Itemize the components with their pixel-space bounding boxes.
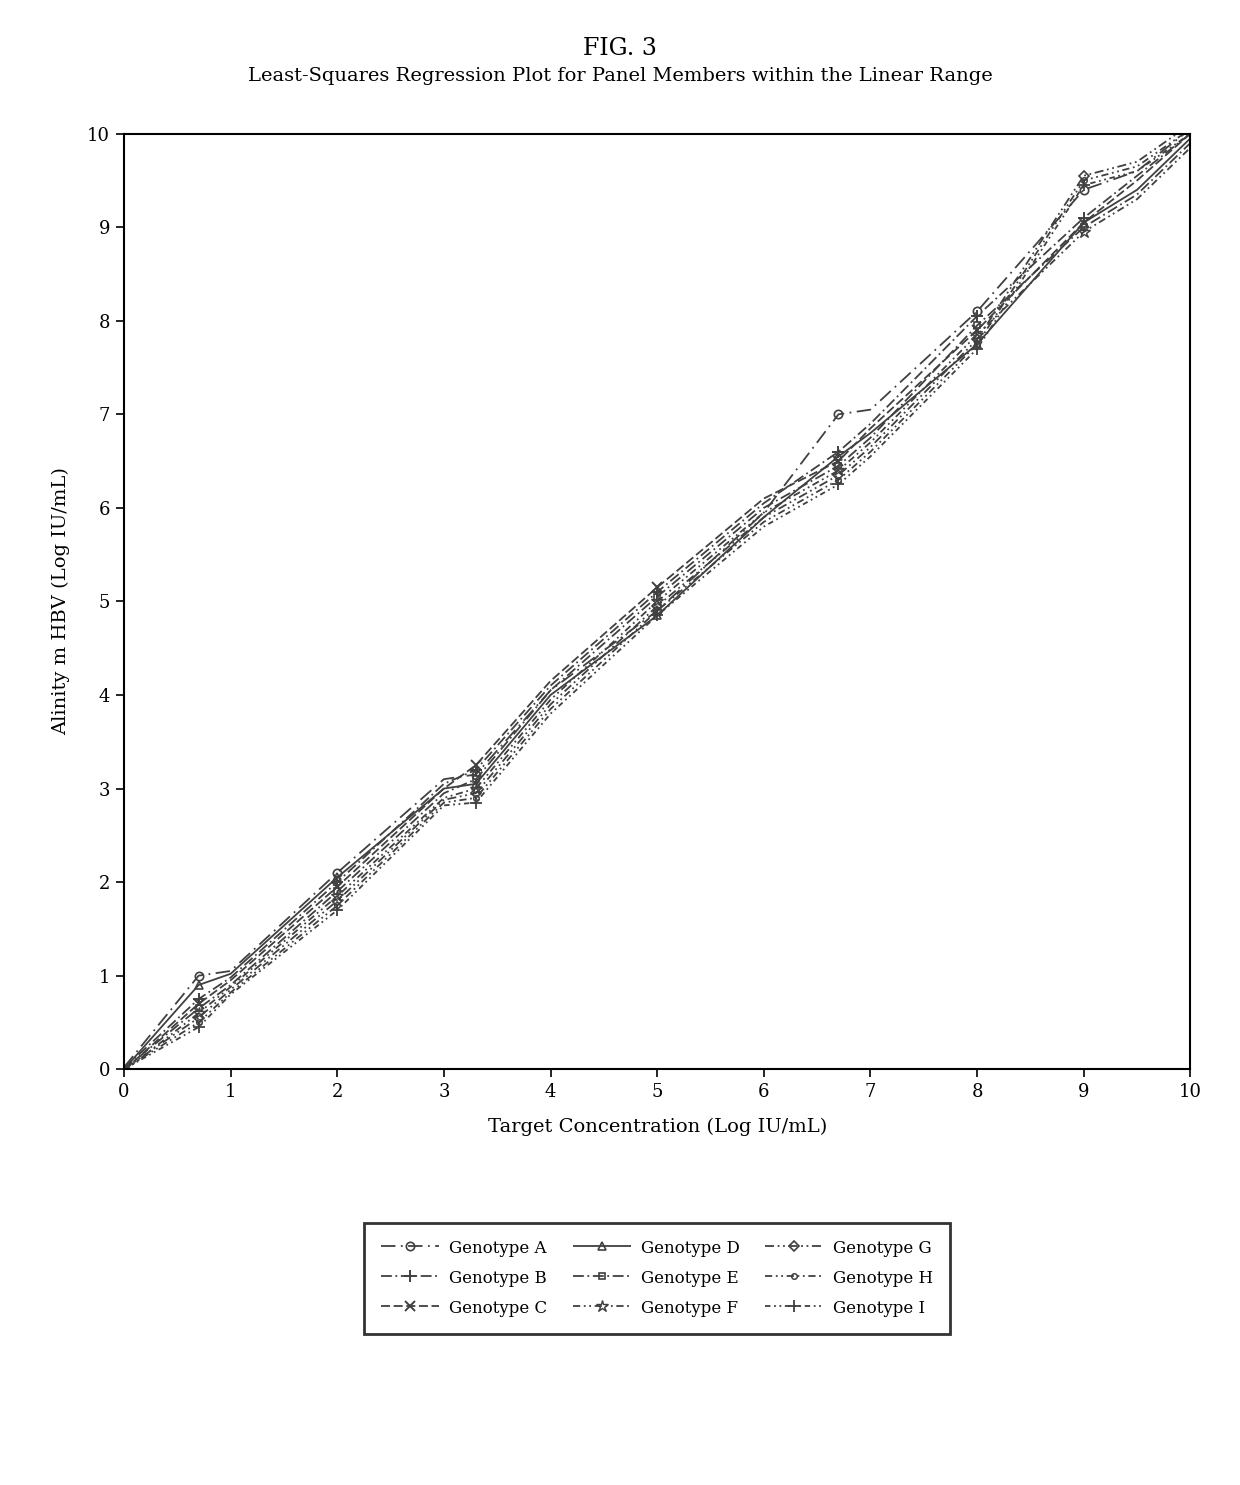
Text: Least-Squares Regression Plot for Panel Members within the Linear Range: Least-Squares Regression Plot for Panel … [248,67,992,85]
Text: FIG. 3: FIG. 3 [583,37,657,59]
X-axis label: Target Concentration (Log IU/mL): Target Concentration (Log IU/mL) [487,1118,827,1136]
Y-axis label: Alinity m HBV (Log IU/mL): Alinity m HBV (Log IU/mL) [52,468,71,735]
Legend: Genotype A, Genotype B, Genotype C, Genotype D, Genotype E, Genotype F, Genotype: Genotype A, Genotype B, Genotype C, Geno… [365,1222,950,1334]
